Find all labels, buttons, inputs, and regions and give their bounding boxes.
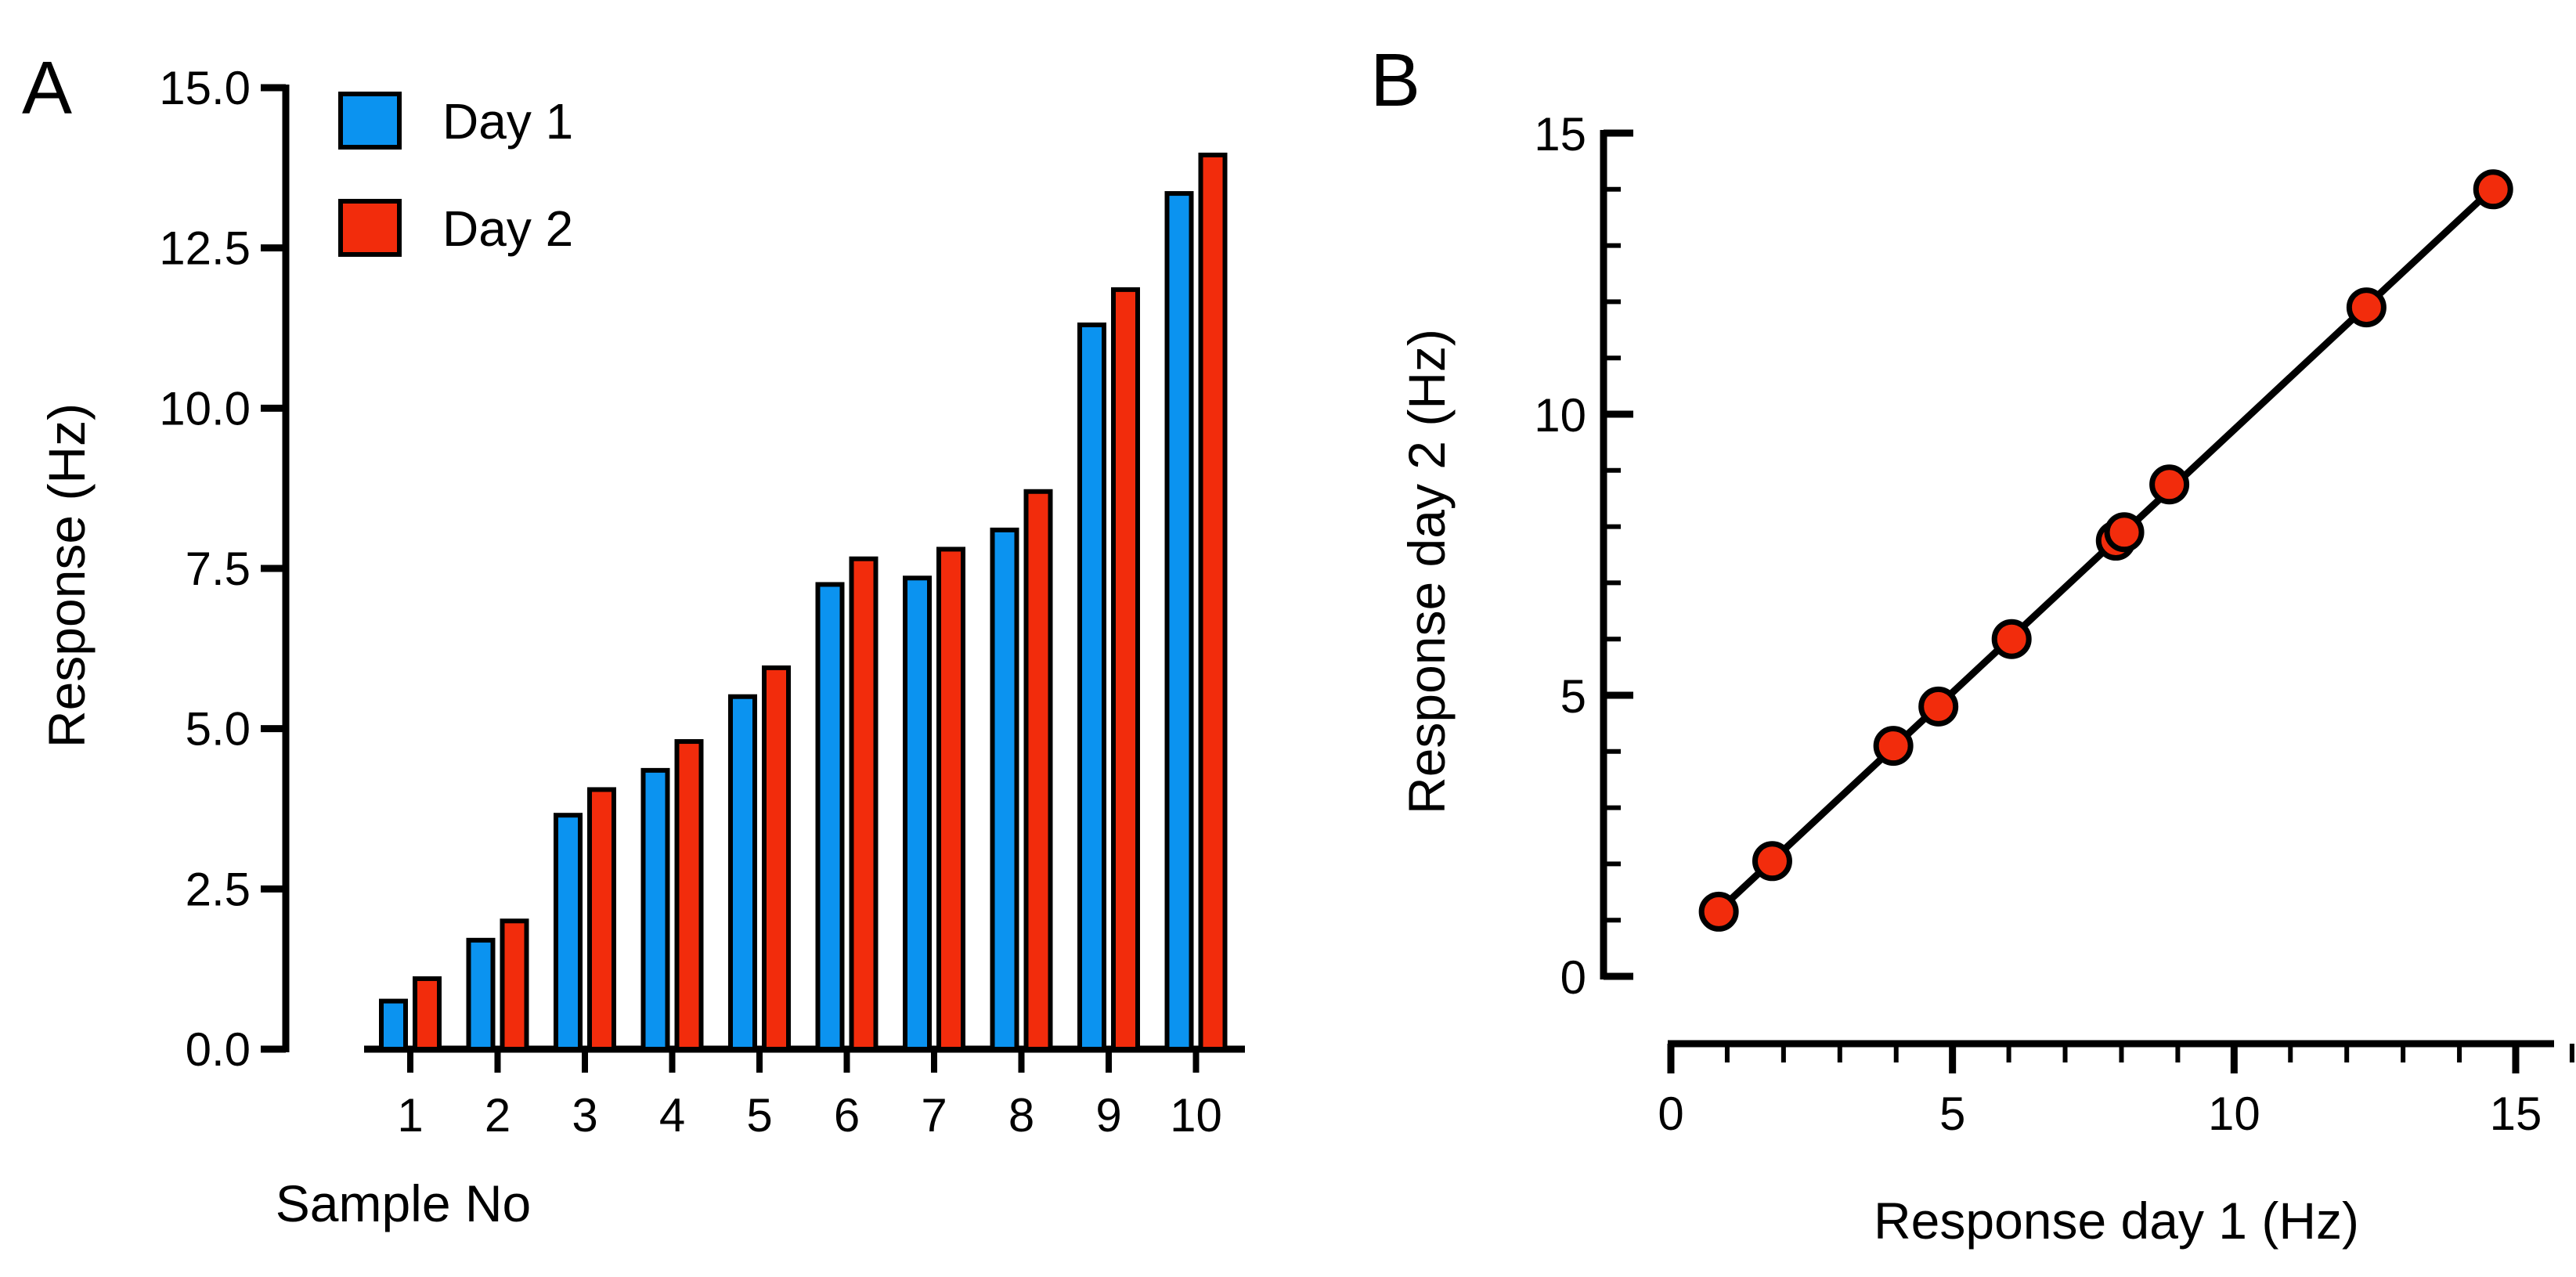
bar-day-1-sample-8 — [990, 527, 1019, 1052]
bar-day-2-sample-9 — [1111, 287, 1140, 1052]
panel-b-points — [1698, 169, 2513, 932]
panel-a-x-tick-label: 8 — [1008, 1089, 1034, 1142]
panel-a-y-tick-label: 5.0 — [186, 703, 251, 756]
panel-a-x-tick-label: 9 — [1095, 1089, 1121, 1142]
panel-a-x-tick-label: 4 — [659, 1089, 685, 1142]
bar-day-2-sample-10 — [1198, 152, 1228, 1052]
panel-a-bars — [379, 152, 1228, 1052]
scatter-point — [2473, 169, 2513, 210]
legend-swatch-day-1 — [338, 92, 402, 150]
panel-b-y-tick-label: 0 — [1560, 951, 1586, 1004]
panel-a-y-tick-label: 10.0 — [159, 382, 251, 435]
bar-day-2-sample-8 — [1023, 489, 1053, 1052]
panel-a-x-tick-label: 7 — [921, 1089, 947, 1142]
panel-a-x-tick-label: 2 — [485, 1089, 511, 1142]
panel-a-y-tick-label: 2.5 — [186, 863, 251, 915]
panel-a-x-ticks: 1 2 3 4 5 6 7 8 9 10 — [397, 1049, 1222, 1142]
panel-b-y-ticks: 0 5 10 15 — [1534, 108, 1633, 1004]
bar-day-1-sample-10 — [1164, 191, 1194, 1052]
scatter-point — [2346, 287, 2387, 328]
panel-b-x-tick-label: 15 — [2490, 1088, 2542, 1140]
bar-day-1-sample-2 — [466, 937, 496, 1052]
bar-day-1-sample-6 — [815, 582, 845, 1052]
bar-day-1-sample-3 — [554, 813, 583, 1052]
panel-a-y-tick-label: 15.0 — [159, 62, 251, 114]
bar-day-1-sample-9 — [1077, 322, 1106, 1052]
panel-b-y-axis-title: Response day 2 (Hz) — [1398, 329, 1456, 814]
panel-b-y-tick-label: 10 — [1534, 389, 1586, 442]
panel-b-x-tick-label: 10 — [2208, 1088, 2260, 1140]
bar-day-2-sample-1 — [413, 976, 442, 1052]
panel-b-y-tick-label: 15 — [1534, 108, 1586, 161]
legend-label-day-1: Day 1 — [442, 93, 573, 150]
scatter-point — [2149, 464, 2190, 505]
panel-b-x-tick-label: 0 — [1658, 1088, 1683, 1140]
panel-a-y-axis-title: Response (Hz) — [38, 403, 96, 748]
panel-b-scatter-chart: B 0 5 10 15 0 5 10 15 Response day 1 (Hz) Resp… — [1370, 38, 2574, 1250]
bar-day-2-sample-3 — [587, 787, 616, 1052]
panel-a-x-tick-label: 10 — [1170, 1089, 1222, 1142]
scatter-point — [1918, 686, 1959, 727]
panel-a-y-tick-label: 12.5 — [159, 222, 251, 275]
panel-b-y-tick-label: 5 — [1560, 670, 1586, 723]
bar-day-2-sample-6 — [849, 556, 879, 1052]
panel-a-x-tick-label: 5 — [746, 1089, 772, 1142]
panel-b-x-axis-title: Response day 1 (Hz) — [1874, 1192, 2359, 1250]
panel-a-y-ticks: 0.0 2.5 5.0 7.5 10.0 12.5 15.0 — [159, 62, 286, 1076]
bar-day-2-sample-7 — [936, 547, 965, 1052]
scatter-point — [1698, 891, 1739, 932]
panel-a-y-tick-label: 0.0 — [186, 1023, 251, 1076]
panel-b-x-tick-label: 5 — [1939, 1088, 1965, 1140]
bar-day-2-sample-4 — [674, 739, 704, 1052]
legend-label-day-2: Day 2 — [442, 200, 573, 257]
scatter-point — [2104, 512, 2145, 553]
panel-a-bar-chart: A 0.0 2.5 5.0 7.5 10.0 12.5 15.0 1 2 3 4 5 6 7 8 9 10 S… — [22, 46, 1245, 1232]
scatter-point — [1991, 619, 2032, 659]
panel-b-label: B — [1370, 38, 1420, 122]
scatter-point — [1752, 841, 1792, 882]
bar-day-1-sample-7 — [903, 575, 932, 1052]
bar-day-1-sample-1 — [379, 998, 408, 1052]
panel-a-x-tick-label: 3 — [572, 1089, 597, 1142]
panel-a-x-axis-title: Sample No — [276, 1174, 532, 1232]
panel-b-x-ticks: 0 5 10 15 — [1658, 1044, 2574, 1140]
panel-a-x-tick-label: 1 — [397, 1089, 423, 1142]
panel-a-label: A — [22, 46, 72, 130]
legend-swatch-day-2 — [338, 199, 402, 257]
bar-day-1-sample-4 — [640, 767, 670, 1052]
bar-day-2-sample-5 — [762, 665, 791, 1052]
panel-a-y-tick-label: 7.5 — [186, 543, 251, 595]
scatter-point — [1873, 726, 1914, 767]
bar-day-1-sample-5 — [728, 694, 757, 1052]
panel-a-x-tick-label: 6 — [834, 1089, 860, 1142]
bar-day-2-sample-2 — [500, 918, 529, 1052]
panel-a-legend: Day 1 Day 2 — [338, 92, 573, 257]
